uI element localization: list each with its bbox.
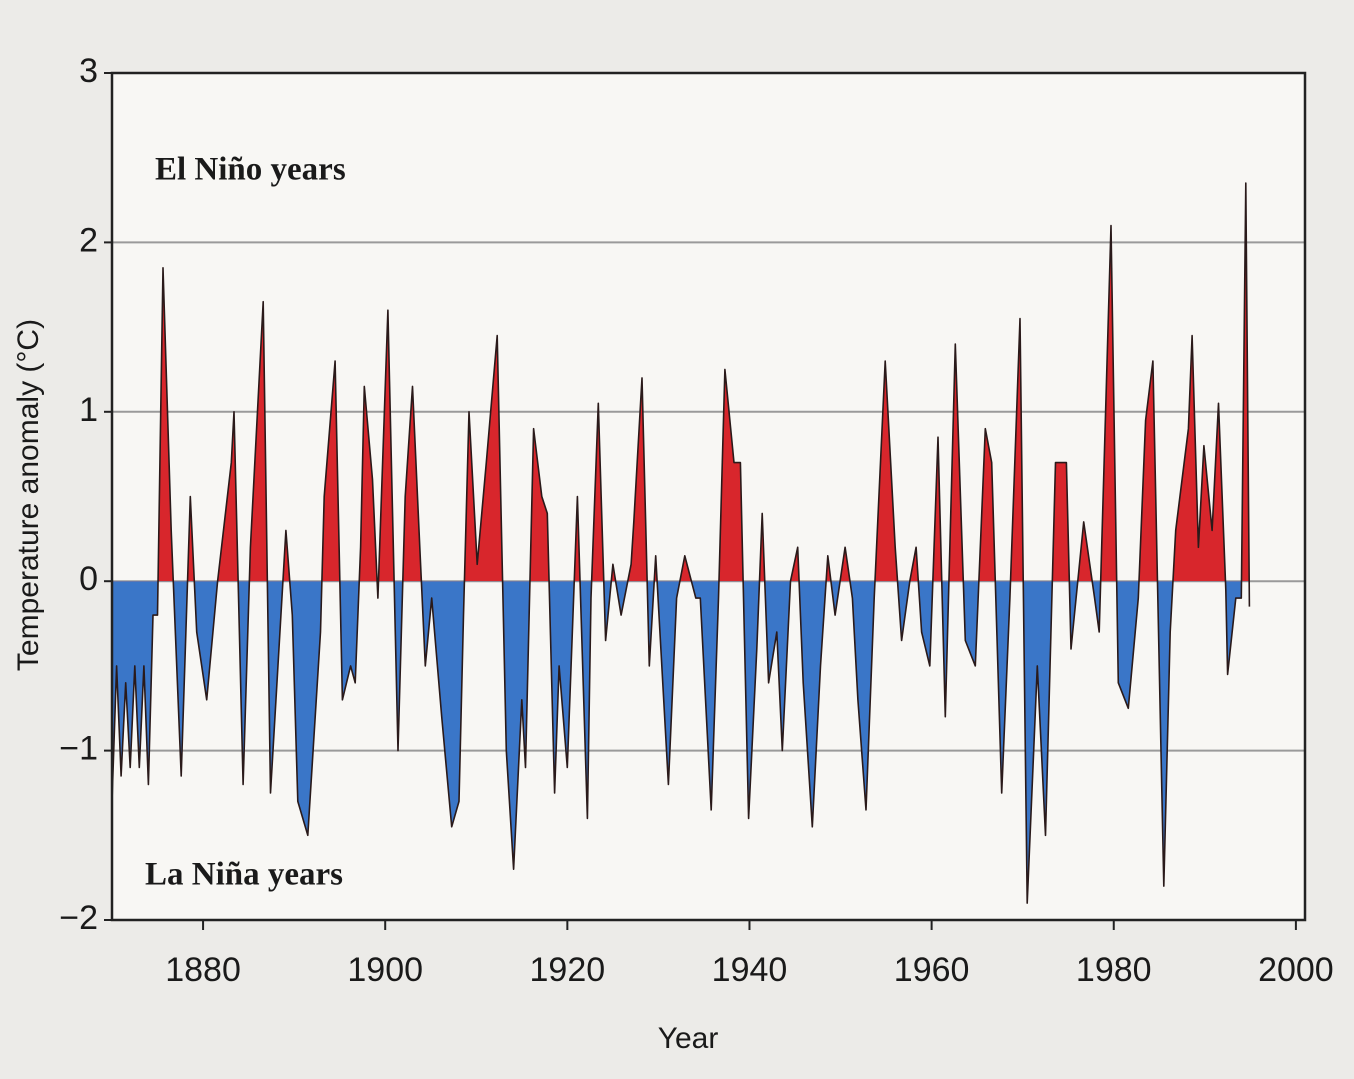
y-tick-label: 3 <box>79 52 98 90</box>
y-tick-label: −1 <box>59 730 98 768</box>
plot-area <box>112 73 1305 920</box>
y-tick-label: 2 <box>79 221 98 259</box>
x-tick-label: 1880 <box>165 951 241 989</box>
plot-frame <box>110 71 1307 922</box>
area-positive <box>112 183 1250 582</box>
x-tick-label: 1900 <box>347 951 423 989</box>
annotation: El Niño years <box>155 152 346 188</box>
annotation: La Niña years <box>145 857 343 893</box>
anomaly-line <box>111 182 1251 904</box>
x-tick-label: 1980 <box>1076 951 1152 989</box>
y-tick-label: 1 <box>79 391 98 429</box>
x-tick-label: 1960 <box>894 951 970 989</box>
x-tick-label: 1920 <box>530 951 606 989</box>
x-axis-label: Year <box>658 1022 719 1055</box>
y-tick-label: −2 <box>59 899 98 937</box>
x-tick-label: 1940 <box>712 951 788 989</box>
x-tick-label: 2000 <box>1258 951 1334 989</box>
y-tick-label: 0 <box>79 560 98 598</box>
y-axis-label: Temperature anomaly (°C) <box>12 319 45 671</box>
